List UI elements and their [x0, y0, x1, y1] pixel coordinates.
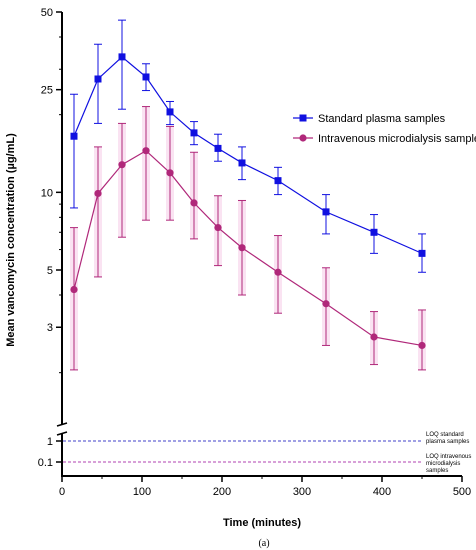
series-lines — [73, 56, 423, 347]
data-point-square — [238, 159, 246, 167]
data-point-square — [70, 132, 78, 140]
y-tick-label-main: 5 — [47, 265, 53, 277]
legend-marker-square — [299, 114, 307, 122]
series-line — [73, 149, 423, 347]
y-tick-label-lower: 1 — [47, 436, 53, 448]
figure-caption: (a) — [258, 538, 269, 549]
series-line — [73, 56, 423, 254]
data-point-circle — [94, 189, 102, 198]
legend-marker-circle — [299, 134, 307, 142]
data-point-circle — [166, 169, 174, 177]
loq-label: samples — [426, 468, 448, 474]
error-bars — [70, 19, 426, 371]
y-axis-title: Mean vancomycin concentration (µg/mL) — [5, 133, 17, 347]
data-point-circle — [274, 268, 282, 276]
x-tick-label: 500 — [453, 486, 471, 498]
y-tick-label-lower: 0.1 — [38, 457, 53, 469]
data-point-circle — [322, 300, 330, 308]
y-tick-label-main: 50 — [41, 7, 53, 19]
x-axis-title: Time (minutes) — [223, 517, 301, 529]
data-point-square — [190, 129, 198, 137]
legend-label: Standard plasma samples — [318, 113, 446, 125]
data-point-square — [94, 75, 102, 83]
loq-label: LOQ intravenous — [426, 454, 471, 460]
axes: 50 25 10 5 3 1 0.1 0 100 200 300 400 500 — [38, 7, 471, 498]
data-point-square — [274, 177, 282, 185]
data-point-circle — [142, 147, 150, 155]
data-point-square — [142, 73, 150, 81]
y-axis-break-mark — [56, 422, 68, 427]
legend-label: Intravenous microdialysis samples — [318, 133, 476, 145]
x-tick-label: 200 — [213, 486, 231, 498]
loq-label: microdialysis — [426, 461, 460, 467]
x-tick-label: 0 — [59, 486, 65, 498]
data-point-circle — [190, 199, 198, 207]
y-tick-label-main: 3 — [47, 322, 53, 334]
data-point-circle — [418, 341, 426, 350]
loq-label: LOQ standard — [426, 432, 464, 438]
x-tick-label: 300 — [293, 486, 311, 498]
data-point-circle — [370, 333, 378, 341]
legend: Standard plasma samples Intravenous micro… — [293, 113, 476, 145]
data-point-circle — [70, 285, 78, 294]
data-point-circle — [118, 161, 126, 169]
loq-label: plasma samples — [426, 439, 469, 445]
data-point-square — [418, 249, 426, 257]
data-point-circle — [238, 244, 246, 252]
x-tick-label: 100 — [133, 486, 151, 498]
data-point-square — [118, 53, 126, 61]
data-point-circle — [214, 223, 222, 232]
y-tick-label-main: 10 — [41, 187, 53, 199]
y-tick-label-main: 25 — [41, 85, 53, 97]
data-point-square — [370, 228, 378, 236]
x-tick-label: 400 — [373, 486, 391, 498]
data-point-square — [214, 144, 222, 152]
data-point-square — [166, 108, 174, 116]
data-point-square — [322, 208, 330, 216]
series-markers — [70, 53, 426, 350]
